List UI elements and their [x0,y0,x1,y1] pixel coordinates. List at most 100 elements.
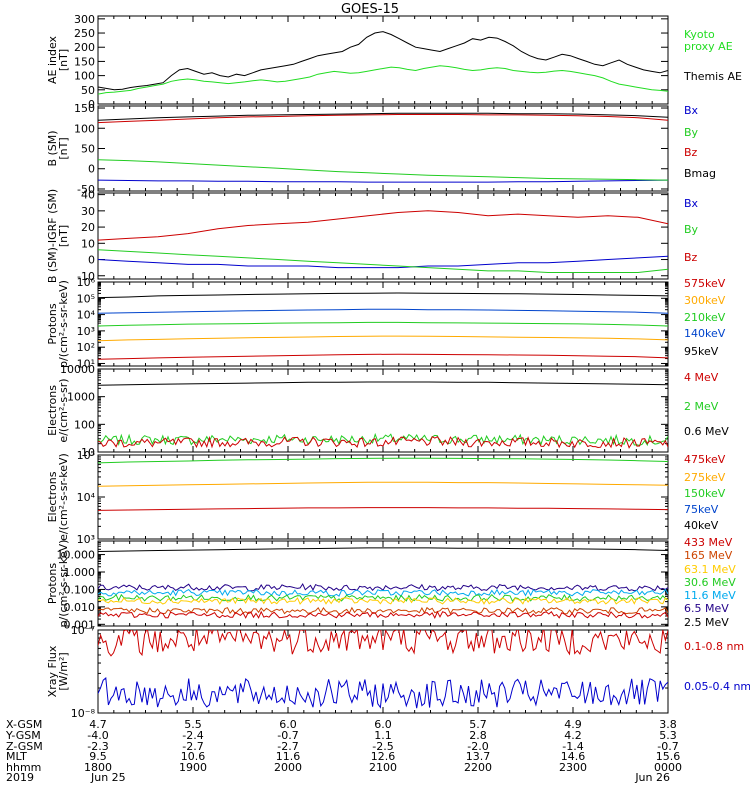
series-line-0-1-0-8-nm [98,630,668,657]
legend-entry: 275keV [684,471,726,484]
y-axis-label-line: Electrons [46,385,59,436]
y-axis-label-line: p/(cm²-s-sr-keV) [57,540,70,628]
series-line-0-6-mev [98,381,668,386]
footer-cell: 2300 [559,761,587,774]
y-tick-label: 0 [88,98,95,111]
legend-entry: 300keV [684,294,726,307]
y-axis-label-line: e/(cm²-s-sr) [57,378,70,442]
y-axis-label-line: Protons [46,563,59,604]
y-axis-label-line: [nT] [57,225,70,247]
legend-entry: 95keV [684,345,719,358]
y-tick-label: 10⁵ [77,292,95,305]
y-tick-label: 10⁶ [77,276,96,289]
y-tick-label: 1.000 [64,566,96,579]
legend-entry: 165 MeV [684,549,733,562]
footer-cell: 2200 [464,761,492,774]
y-tick-label: 10⁴ [77,491,96,504]
footer-cell: -0.7 [277,729,298,742]
series-line-575kev [98,353,668,360]
footer-cell: 5.3 [659,729,677,742]
footer-row-label: 2019 [6,771,34,784]
y-axis-label-line: B (SM)-IGRF (SM) [46,189,59,283]
y-tick-label: 10³ [77,325,95,338]
panel-frame [97,454,669,540]
series-line-210kev [98,321,668,327]
footer-cell: 14.6 [561,750,586,763]
series-line-95kev [98,292,668,299]
footer-cell: 11.6 [276,750,301,763]
panel-electrons_low: 10⁵ 10⁴ 10³ Electronse/(cm²-s-sr-keV) 475keV… [46,449,726,546]
y-tick-label: 10 [81,446,95,459]
series-line-6-5-mev [98,582,668,592]
y-tick-label: 1000 [67,391,95,404]
series-line-165-mev [98,606,668,615]
footer-cell: 12.6 [371,750,396,763]
footer-cell: -2.4 [182,729,203,742]
y-tick-label: 10² [77,341,95,354]
footer-cell: -2.0 [467,740,488,753]
footer-cell: -2.7 [182,740,203,753]
y-axis-label-line: [nT] [57,137,70,159]
y-tick-label: 10⁵ [77,449,95,462]
series-line-63-1-mev [98,597,668,605]
legend-entry: By [684,126,699,139]
series-line-300kev [98,335,668,342]
legend-entry: 0.05-0.4 nm [684,680,750,693]
footer-cell: 4.2 [564,729,582,742]
y-axis-label-line: AE index [46,35,59,84]
legend-entry: 30.6 MeV [684,576,736,589]
y-tick-label: -10 [77,270,95,283]
footer-cell: 1900 [179,761,207,774]
y-tick-label: 10¹ [77,357,95,370]
footer-cell: 3.8 [659,718,677,731]
y-tick-label: 40 [81,189,95,202]
y-axis-label-line: Protons [46,303,59,344]
y-axis-label-line: e/(cm²-s-sr-keV) [57,453,70,541]
legend-entry: 0.6 MeV [684,425,729,438]
footer-cell: 0000 [654,761,682,774]
footer-cell: -1.4 [562,740,583,753]
footer-row-label: MLT [6,750,27,763]
panel-protons_low: 10⁶ 10⁵ 10⁴ 10³ 10² 10¹ Protonsp/(cm²-s-sr-keV… [46,276,726,370]
legend-entry: 75keV [684,503,719,516]
y-axis-label: B (SM)[nT] [46,130,70,166]
panel-bigrf: 40 30 20 10 0 -10 B (SM)-IGRF (SM)[nT] Bx By Bz [46,189,699,284]
legend-entry: Kyoto [684,28,715,41]
legend-entry: 575keV [684,277,726,290]
series-line-0-05-0-4-nm [98,677,668,709]
series-line-bz [98,114,668,124]
footer-cell: 10.6 [181,750,206,763]
footer-cell: -0.7 [657,740,678,753]
series-line-433-mev [98,610,668,619]
legend-entry: 0.1-0.8 nm [684,640,744,653]
y-tick-label: 0.100 [64,583,96,596]
y-axis-label: Electronse/(cm²-s-sr) [46,378,70,442]
y-axis-label-line: [nT] [57,49,70,71]
y-tick-label: 10⁻⁸ [71,707,96,720]
y-tick-label: 0 [88,254,95,267]
series-line-kyoto-proxy-ae [98,65,668,95]
chart-title: GOES-15 [341,2,399,17]
y-axis-label: Protonsp/(cm²-s-sr-keV) [46,540,70,628]
y-tick-label: 30 [81,205,95,218]
legend-entry: 475keV [684,453,726,466]
legend-entry: 140keV [684,327,726,340]
y-axis-label-line: B (SM) [46,130,59,166]
footer-cell: 13.7 [466,750,491,763]
legend-entry: Bz [684,146,698,159]
footer-cell: 1.1 [374,729,392,742]
series-line-bx [98,179,668,183]
series-line-140kev [98,308,668,314]
series-line-bmag [98,112,668,121]
y-tick-label: 10000 [60,363,95,376]
series-line-475kev [98,507,668,511]
y-axis-label-line: Electrons [46,471,59,522]
y-tick-label: 50 [81,84,95,97]
legend-entry: 2.5 MeV [684,616,729,629]
footer-cell: 6.0 [374,718,392,731]
y-axis-label: B (SM)-IGRF (SM)[nT] [46,189,70,283]
legend-entry: Bmag [684,167,716,180]
legend-entry: 2 MeV [684,400,719,413]
y-tick-label: 100 [74,70,95,83]
